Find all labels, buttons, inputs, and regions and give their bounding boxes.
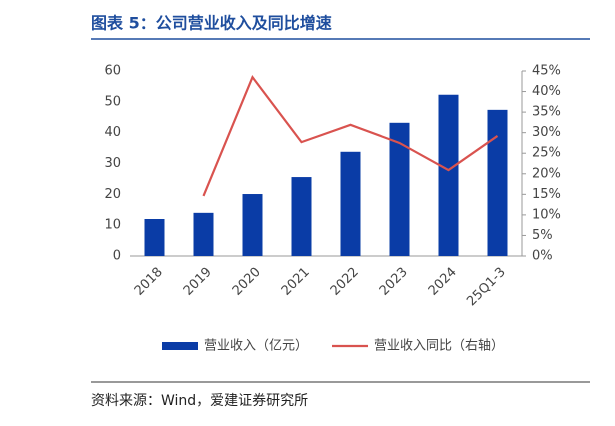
bar — [438, 94, 459, 256]
y2-tick-label: 25% — [532, 146, 561, 161]
source: 资料来源：Wind，爱建证券研究所 — [91, 393, 308, 409]
x-tick-label: 2018 — [132, 265, 166, 299]
y2-tick-label: 40% — [532, 84, 561, 99]
x-tick-label: 2024 — [426, 265, 460, 299]
y-tick-label: 30 — [104, 156, 121, 171]
y-tick-label: 20 — [104, 187, 121, 202]
x-tick-label: 2022 — [328, 265, 362, 299]
bar — [340, 151, 361, 256]
bar — [144, 219, 165, 256]
legend-swatch — [162, 342, 198, 350]
y-tick-label: 0 — [113, 249, 121, 264]
x-tick-label: 2019 — [181, 265, 215, 299]
y2-tick-label: 30% — [532, 125, 561, 140]
x-tick-label: 2021 — [279, 265, 313, 299]
y-tick-label: 60 — [104, 64, 121, 79]
title: 图表 5：公司营业收入及同比增速 — [91, 14, 332, 33]
x-tick-label: 2023 — [377, 265, 411, 299]
y2-tick-label: 15% — [532, 187, 561, 202]
y2-tick-label: 10% — [532, 207, 561, 222]
y-tick-label: 50 — [104, 94, 121, 109]
y2-tick-label: 5% — [532, 228, 553, 243]
line — [202, 74, 499, 197]
bar — [242, 194, 263, 256]
bar — [487, 109, 508, 256]
y2-tick-label: 20% — [532, 166, 561, 181]
bar — [193, 212, 214, 256]
legend-label: 营业收入（亿元） — [204, 339, 308, 354]
x-tick-label: 25Q1-3 — [464, 265, 509, 310]
y2-tick-label: 35% — [532, 105, 561, 120]
x-tick-label: 2020 — [230, 265, 264, 299]
legend-label: 营业收入同比（右轴） — [374, 339, 504, 354]
bar — [291, 177, 312, 256]
y-tick-label: 10 — [104, 218, 121, 233]
y2-tick-label: 0% — [532, 249, 553, 264]
y-tick-label: 40 — [104, 125, 121, 140]
y2-tick-label: 45% — [532, 64, 561, 79]
bar — [389, 122, 410, 256]
